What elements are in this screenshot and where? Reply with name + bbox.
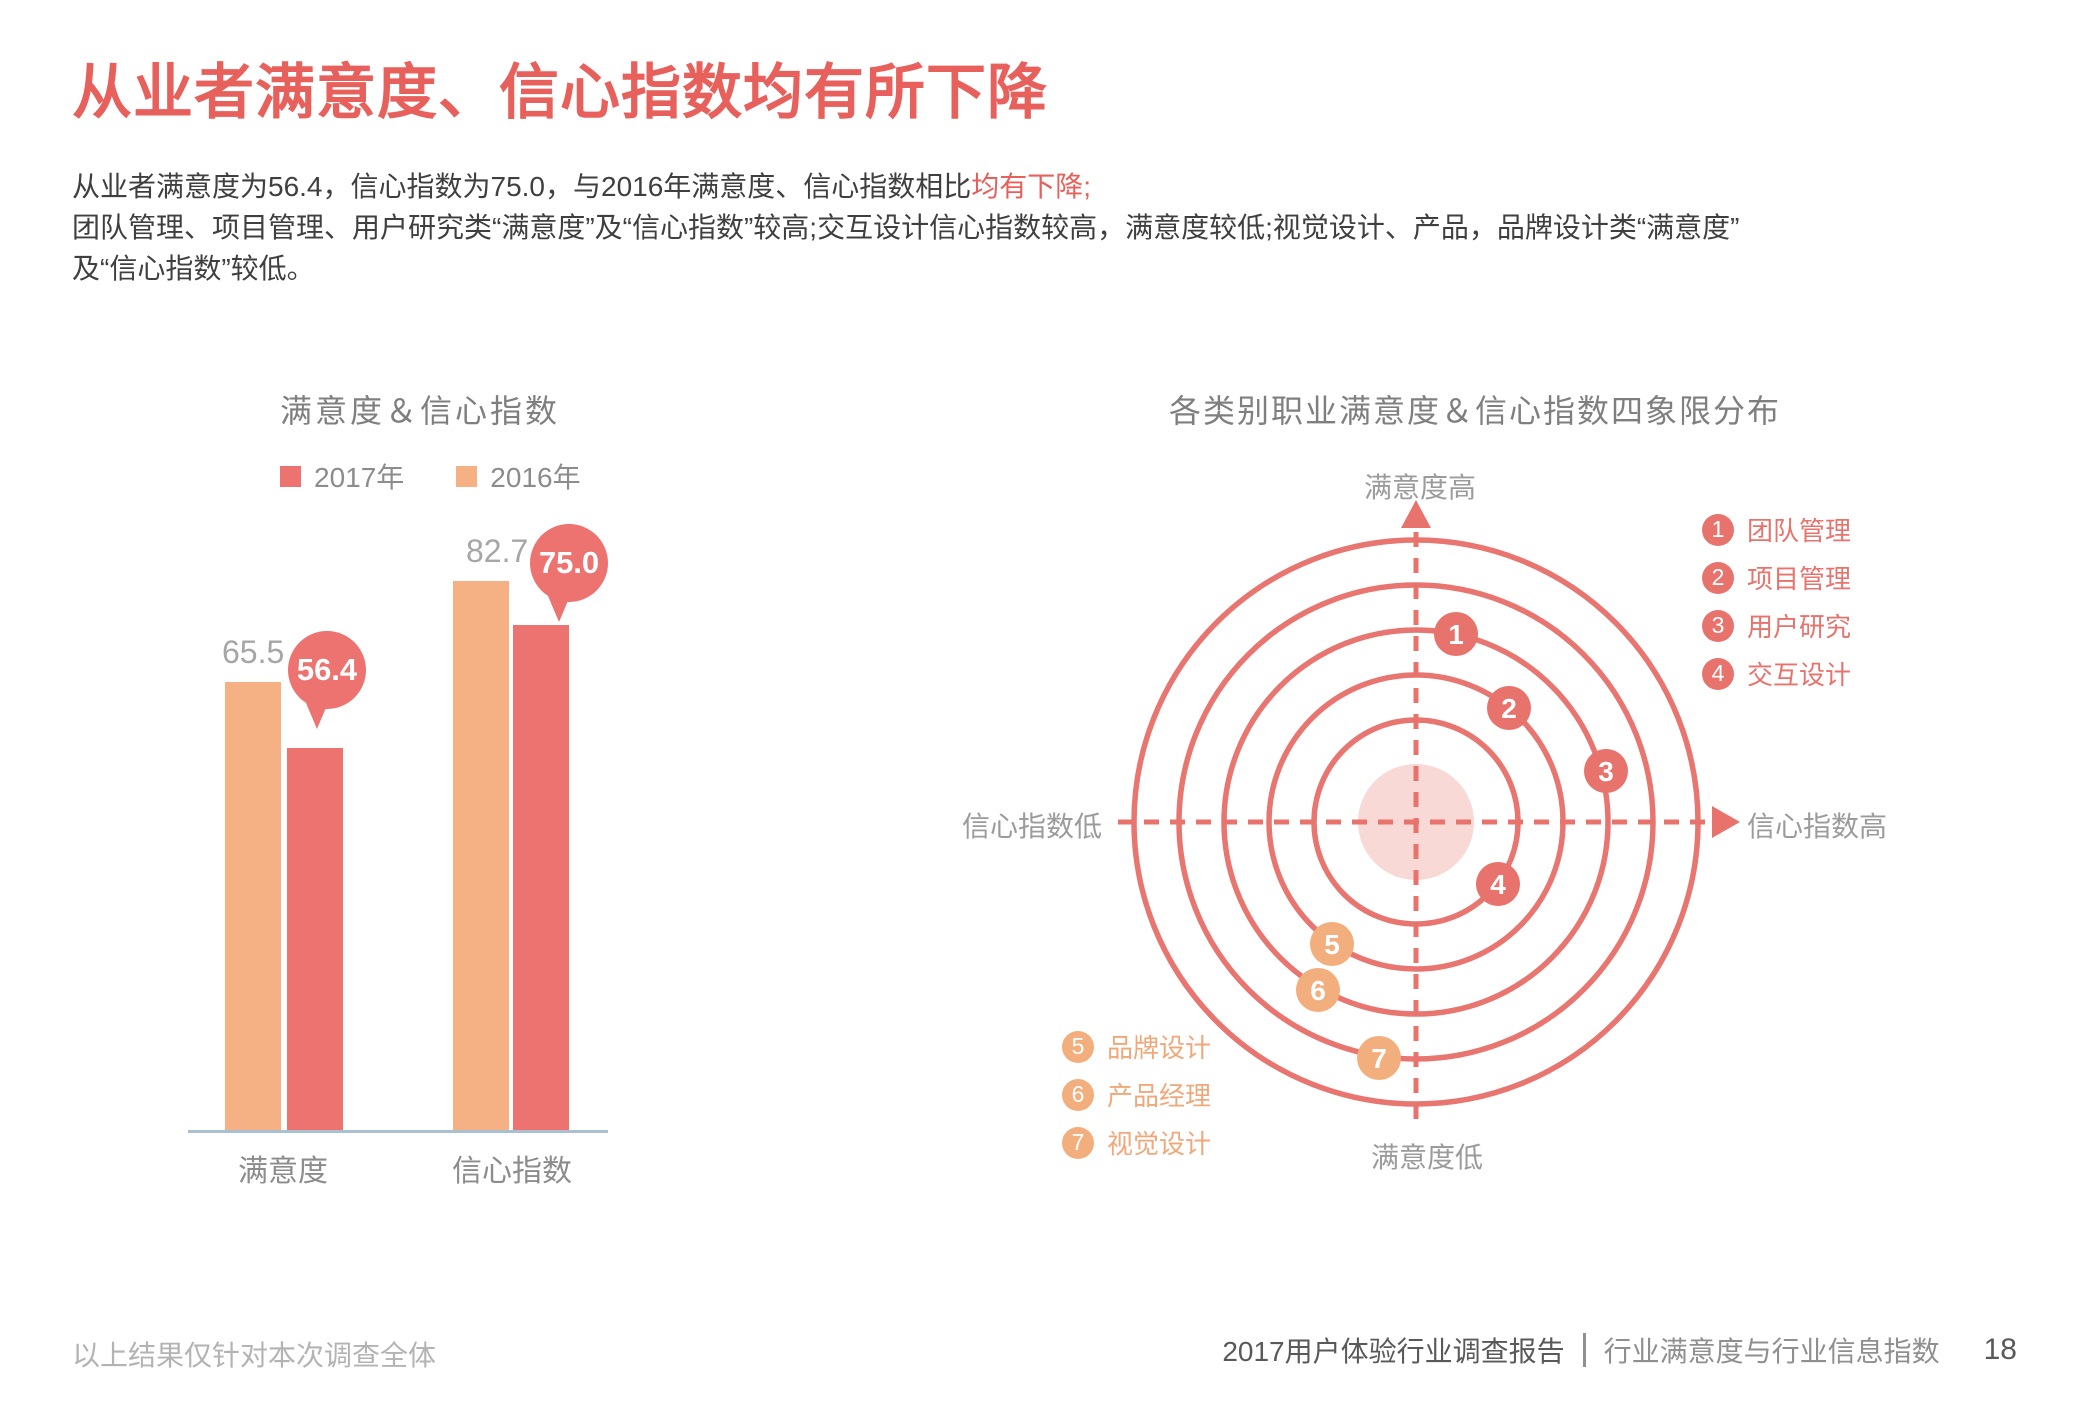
point-number-1: 1 bbox=[1448, 619, 1464, 650]
legend-badge-3: 3 bbox=[1702, 609, 1734, 642]
quadrant-legend-red: 1 团队管理 2 项目管理 3 用户研究 4 交互设计 bbox=[1702, 511, 1851, 703]
legend-label-1: 团队管理 bbox=[1747, 516, 1852, 546]
footer-note: 以上结果仅针对本次调查全体 bbox=[72, 1340, 437, 1371]
legend-badge-1: 1 bbox=[1702, 513, 1734, 546]
footer-divider bbox=[1582, 1333, 1586, 1367]
legend-swatch-2017 bbox=[280, 465, 301, 487]
point-bubble-3 bbox=[1584, 749, 1628, 793]
bar-chart-legend: 2017年 2016年 bbox=[280, 456, 581, 496]
value-label-2016-satisfaction: 65.5 bbox=[222, 634, 285, 670]
legend-item-1: 1 团队管理 bbox=[1702, 511, 1851, 548]
legend-label-6: 产品经理 bbox=[1107, 1081, 1212, 1111]
intro-line1-text: 从业者满意度为56.4，信心指数为75.0，与2016年满意度、信心指数相比 bbox=[72, 171, 972, 202]
legend-item-3: 3 用户研究 bbox=[1702, 607, 1851, 644]
point-bubble-5 bbox=[1310, 922, 1354, 966]
intro-line-2: 团队管理、项目管理、用户研究类“满意度”及“信心指数”较高;交互设计信心指数较高… bbox=[72, 212, 1740, 243]
point-bubble-1 bbox=[1434, 612, 1478, 656]
point-bubble-4 bbox=[1476, 862, 1520, 906]
bar-2016-satisfaction bbox=[225, 682, 281, 1132]
legend-badge-7: 7 bbox=[1062, 1126, 1094, 1159]
bar-2016-confidence bbox=[453, 581, 509, 1132]
balloon-tail-icon bbox=[306, 703, 328, 729]
axis-label-confidence-high: 信心指数高 bbox=[1747, 811, 1888, 842]
point-number-5: 5 bbox=[1324, 929, 1340, 960]
legend-item-7: 7 视觉设计 bbox=[1062, 1124, 1211, 1161]
point-bubble-6 bbox=[1296, 968, 1340, 1012]
legend-label-2: 项目管理 bbox=[1747, 564, 1852, 594]
bar-2017-confidence bbox=[513, 625, 569, 1132]
intro-line1-highlight: 均有下降; bbox=[971, 171, 1092, 202]
point-number-3: 3 bbox=[1598, 756, 1614, 787]
point-number-2: 2 bbox=[1501, 693, 1517, 724]
balloon-tail-icon bbox=[548, 596, 570, 622]
legend-label-2017: 2017年 bbox=[314, 462, 405, 493]
point-number-4: 4 bbox=[1490, 869, 1506, 900]
legend-label-3: 用户研究 bbox=[1747, 612, 1852, 642]
point-number-7: 7 bbox=[1371, 1043, 1387, 1074]
intro-line-1: 从业者满意度为56.4，信心指数为75.0，与2016年满意度、信心指数相比均有… bbox=[72, 166, 2012, 207]
legend-badge-2: 2 bbox=[1702, 561, 1734, 594]
legend-swatch-2016 bbox=[456, 465, 478, 487]
bar-2017-satisfaction bbox=[287, 748, 343, 1132]
quadrant-chart-title: 各类别职业满意度＆信心指数四象限分布 bbox=[1168, 393, 1781, 429]
category-label-confidence: 信心指数 bbox=[452, 1155, 572, 1188]
axis-label-confidence-low: 信心指数低 bbox=[961, 811, 1102, 842]
point-bubble-2 bbox=[1487, 686, 1531, 730]
value-balloon-2017-satisfaction: 56.4 bbox=[288, 631, 366, 709]
intro-line-3: 及“信心指数”较低。 bbox=[72, 253, 315, 284]
legend-item-2017: 2017年 bbox=[280, 456, 404, 496]
footer-report-title: 2017用户体验行业调查报告 bbox=[1222, 1336, 1565, 1367]
legend-badge-5: 5 bbox=[1062, 1030, 1094, 1063]
bar-chart-baseline bbox=[188, 1130, 608, 1133]
intro-paragraph: 从业者满意度为56.4，信心指数为75.0，与2016年满意度、信心指数相比均有… bbox=[72, 166, 2012, 289]
footer-right: 2017用户体验行业调查报告 行业满意度与行业信息指数 18 bbox=[1222, 1330, 2017, 1370]
page-number: 18 bbox=[1983, 1333, 2017, 1366]
axis-label-satisfaction-high: 满意度高 bbox=[1363, 472, 1476, 503]
quadrant-chart: 1 2 3 4 5 6 7 bbox=[1118, 500, 1740, 1126]
legend-label-5: 品牌设计 bbox=[1107, 1033, 1212, 1063]
legend-item-5: 5 品牌设计 bbox=[1062, 1028, 1211, 1065]
right-arrow-icon bbox=[1712, 806, 1740, 838]
value-label-2016-confidence: 82.7 bbox=[466, 533, 529, 569]
legend-label-2016: 2016年 bbox=[490, 462, 581, 493]
axis-label-satisfaction-low: 满意度低 bbox=[1370, 1142, 1483, 1173]
legend-badge-6: 6 bbox=[1062, 1078, 1094, 1111]
category-label-satisfaction: 满意度 bbox=[238, 1155, 328, 1188]
legend-item-2016: 2016年 bbox=[456, 456, 581, 496]
bar-chart-title: 满意度＆信心指数 bbox=[279, 393, 560, 429]
legend-badge-4: 4 bbox=[1702, 657, 1734, 690]
legend-item-6: 6 产品经理 bbox=[1062, 1076, 1211, 1113]
legend-label-4: 交互设计 bbox=[1747, 660, 1852, 690]
value-balloon-2017-confidence: 75.0 bbox=[530, 524, 608, 602]
page-title: 从业者满意度、信心指数均有所下降 bbox=[72, 59, 1048, 126]
quadrant-legend-orange: 5 品牌设计 6 产品经理 7 视觉设计 bbox=[1062, 1028, 1211, 1172]
legend-label-7: 视觉设计 bbox=[1107, 1129, 1212, 1159]
legend-item-2: 2 项目管理 bbox=[1702, 559, 1851, 596]
point-bubble-7 bbox=[1357, 1036, 1401, 1080]
footer-section-title: 行业满意度与行业信息指数 bbox=[1603, 1336, 1940, 1367]
up-arrow-icon bbox=[1401, 500, 1431, 528]
point-number-6: 6 bbox=[1310, 975, 1326, 1006]
legend-item-4: 4 交互设计 bbox=[1702, 655, 1851, 692]
